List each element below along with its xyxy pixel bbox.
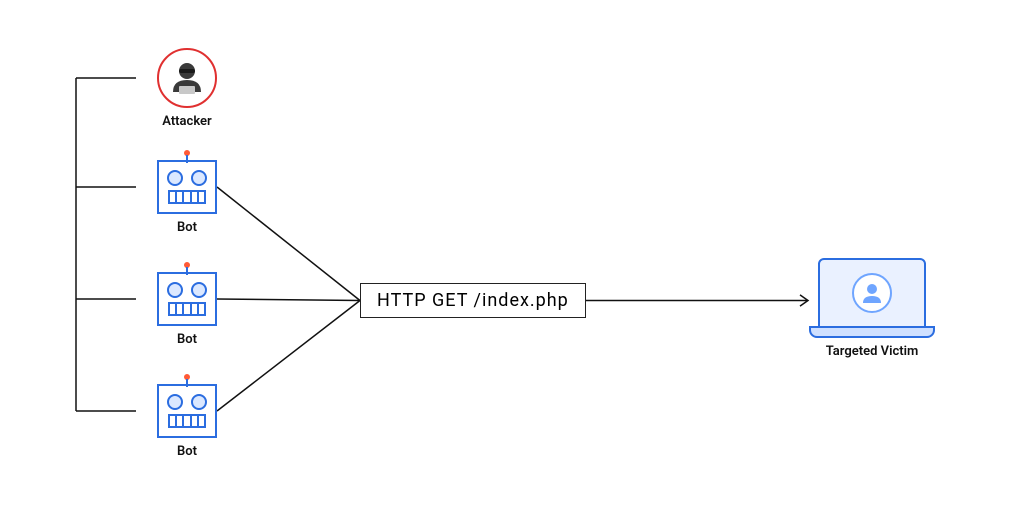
bot-antenna-icon xyxy=(184,150,190,163)
http-request-text: HTTP GET /index.php xyxy=(377,290,569,311)
edge-bot1-http xyxy=(217,187,360,301)
bot-label: Bot xyxy=(177,220,197,235)
laptop-icon xyxy=(812,258,932,338)
victim-node: Targeted Victim xyxy=(812,258,932,359)
bot-label: Bot xyxy=(177,444,197,459)
bot-node-2: Bot xyxy=(157,272,217,347)
attacker-circle xyxy=(157,48,217,108)
edge-bot3-http xyxy=(217,301,360,412)
bot-icon xyxy=(157,384,217,438)
bot-label: Bot xyxy=(177,332,197,347)
victim-label: Targeted Victim xyxy=(826,344,919,359)
bot-node-1: Bot xyxy=(157,160,217,235)
bot-node-3: Bot xyxy=(157,384,217,459)
attacker-node: Attacker xyxy=(157,48,217,129)
edge-bot2-http xyxy=(217,299,360,301)
attacker-icon xyxy=(167,58,207,98)
http-request-box: HTTP GET /index.php xyxy=(360,283,586,318)
bracket-line xyxy=(76,78,136,411)
bot-icon xyxy=(157,160,217,214)
bot-antenna-icon xyxy=(184,374,190,387)
connector-layer xyxy=(0,0,1024,510)
bot-icon xyxy=(157,272,217,326)
attacker-label: Attacker xyxy=(162,114,211,129)
bot-antenna-icon xyxy=(184,262,190,275)
arrowhead-icon xyxy=(800,295,808,306)
victim-avatar-icon xyxy=(852,273,892,313)
